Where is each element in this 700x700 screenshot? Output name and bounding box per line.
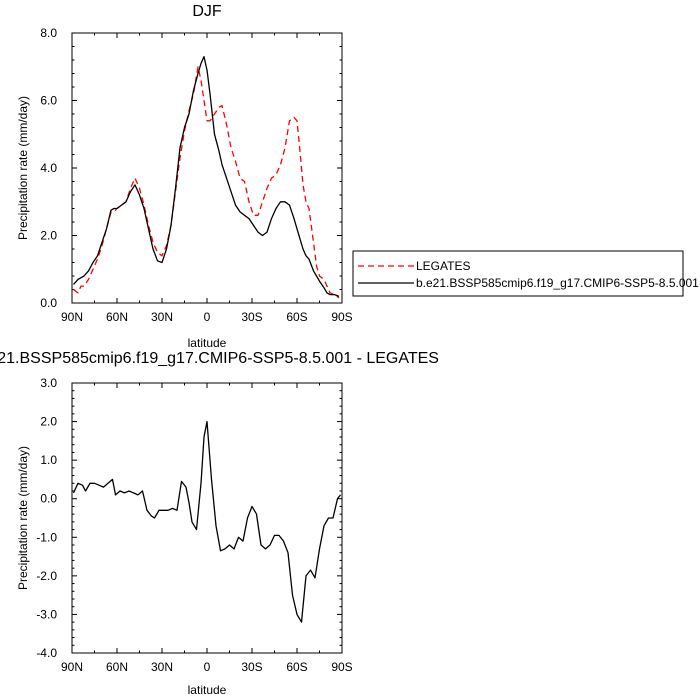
x-tick-label: 90N (61, 310, 83, 324)
x-axis-label: latitude (188, 336, 227, 350)
series-line-model (73, 55, 340, 297)
panel-djf: DJF 90N 60N 30N 0 30S 60S 90S 0.0 2.0 4.0 6.0 8.0 l… (16, 3, 353, 350)
x-tick-label: 60N (106, 310, 128, 324)
y-tick-label: 0.0 (40, 492, 57, 506)
legend-label-model: b.e21.BSSP585cmip6.f19_g17.CMIP6-SSP5-8.… (416, 276, 699, 290)
y-axis-label: Precipitation rate (mm/day) (16, 96, 30, 240)
y-tick-label: -3.0 (36, 607, 57, 621)
x-tick-label: 30N (151, 310, 173, 324)
y-tick-label: 8.0 (40, 26, 57, 40)
y-tick-label: 2.0 (40, 415, 57, 429)
x-tick-label: 0 (204, 310, 211, 324)
legend-label-legates: LEGATES (416, 259, 470, 273)
series-line-legates (73, 66, 340, 299)
y-tick-label: 3.0 (40, 376, 57, 390)
y-axis-label: Precipitation rate (mm/day) (16, 446, 30, 590)
plot-frame (71, 382, 343, 654)
x-tick-label: 90S (331, 310, 352, 324)
x-tick-label: 0 (204, 660, 211, 674)
x-tick-label: 30N (151, 660, 173, 674)
legend: LEGATES b.e21.BSSP585cmip6.f19_g17.CMIP6… (352, 250, 699, 297)
x-tick-label: 30S (241, 660, 262, 674)
y-tick-label: -4.0 (36, 646, 57, 660)
y-tick-label: 2.0 (40, 229, 57, 243)
x-tick-label: 90S (331, 660, 352, 674)
difference-line (72, 420, 342, 623)
x-tick-label: 60S (286, 660, 307, 674)
chart-title: b.e21.BSSP585cmip6.f19_g17.CMIP6-SSP5-8.… (0, 350, 439, 367)
x-tick-label: 30S (241, 310, 262, 324)
plot-area: 90N 60N 30N 0 30S 60S 90S -4.0 -3.0 -2.0 -1.0 0.0 1.… (36, 376, 352, 674)
x-tick-label: 90N (61, 660, 83, 674)
panel-difference: b.e21.BSSP585cmip6.f19_g17.CMIP6-SSP5-8.… (0, 350, 439, 697)
legend-box (352, 250, 684, 297)
x-axis-label: latitude (188, 683, 227, 697)
y-tick-label: 6.0 (40, 94, 57, 108)
plot-frame (71, 32, 343, 304)
plot-area: 90N 60N 30N 0 30S 60S 90S 0.0 2.0 4.0 6.0 8.0 (40, 26, 352, 324)
y-tick-label: 4.0 (40, 161, 57, 175)
x-tick-label: 60N (106, 660, 128, 674)
y-tick-label: 0.0 (40, 296, 57, 310)
x-tick-label: 60S (286, 310, 307, 324)
y-tick-label: -1.0 (36, 530, 57, 544)
chart-title: DJF (192, 3, 222, 20)
y-tick-label: -2.0 (36, 569, 57, 583)
y-tick-label: 1.0 (40, 453, 57, 467)
